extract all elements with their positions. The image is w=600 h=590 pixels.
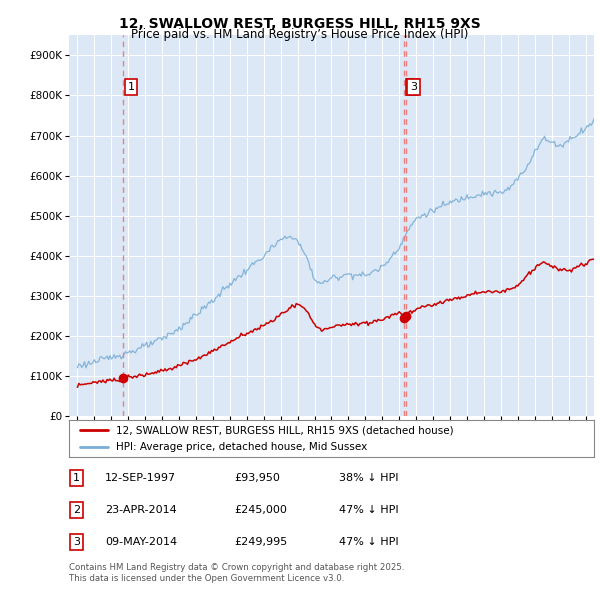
Text: £93,950: £93,950 <box>234 473 280 483</box>
Text: 12, SWALLOW REST, BURGESS HILL, RH15 9XS: 12, SWALLOW REST, BURGESS HILL, RH15 9XS <box>119 17 481 31</box>
Text: £249,995: £249,995 <box>234 537 287 546</box>
Text: 47% ↓ HPI: 47% ↓ HPI <box>339 505 398 514</box>
Text: 38% ↓ HPI: 38% ↓ HPI <box>339 473 398 483</box>
Text: 23-APR-2014: 23-APR-2014 <box>105 505 177 514</box>
Text: 2: 2 <box>409 82 416 92</box>
Text: This data is licensed under the Open Government Licence v3.0.: This data is licensed under the Open Gov… <box>69 574 344 583</box>
Text: 12-SEP-1997: 12-SEP-1997 <box>105 473 176 483</box>
Text: 2: 2 <box>73 505 80 514</box>
Text: £245,000: £245,000 <box>234 505 287 514</box>
Text: 1: 1 <box>127 82 134 92</box>
Text: Contains HM Land Registry data © Crown copyright and database right 2025.: Contains HM Land Registry data © Crown c… <box>69 563 404 572</box>
Text: 1: 1 <box>73 473 80 483</box>
Text: 47% ↓ HPI: 47% ↓ HPI <box>339 537 398 546</box>
Text: 3: 3 <box>73 537 80 546</box>
Text: Price paid vs. HM Land Registry’s House Price Index (HPI): Price paid vs. HM Land Registry’s House … <box>131 28 469 41</box>
Text: HPI: Average price, detached house, Mid Sussex: HPI: Average price, detached house, Mid … <box>116 442 367 452</box>
Text: 12, SWALLOW REST, BURGESS HILL, RH15 9XS (detached house): 12, SWALLOW REST, BURGESS HILL, RH15 9XS… <box>116 425 454 435</box>
Text: 09-MAY-2014: 09-MAY-2014 <box>105 537 177 546</box>
Text: 3: 3 <box>410 82 417 92</box>
